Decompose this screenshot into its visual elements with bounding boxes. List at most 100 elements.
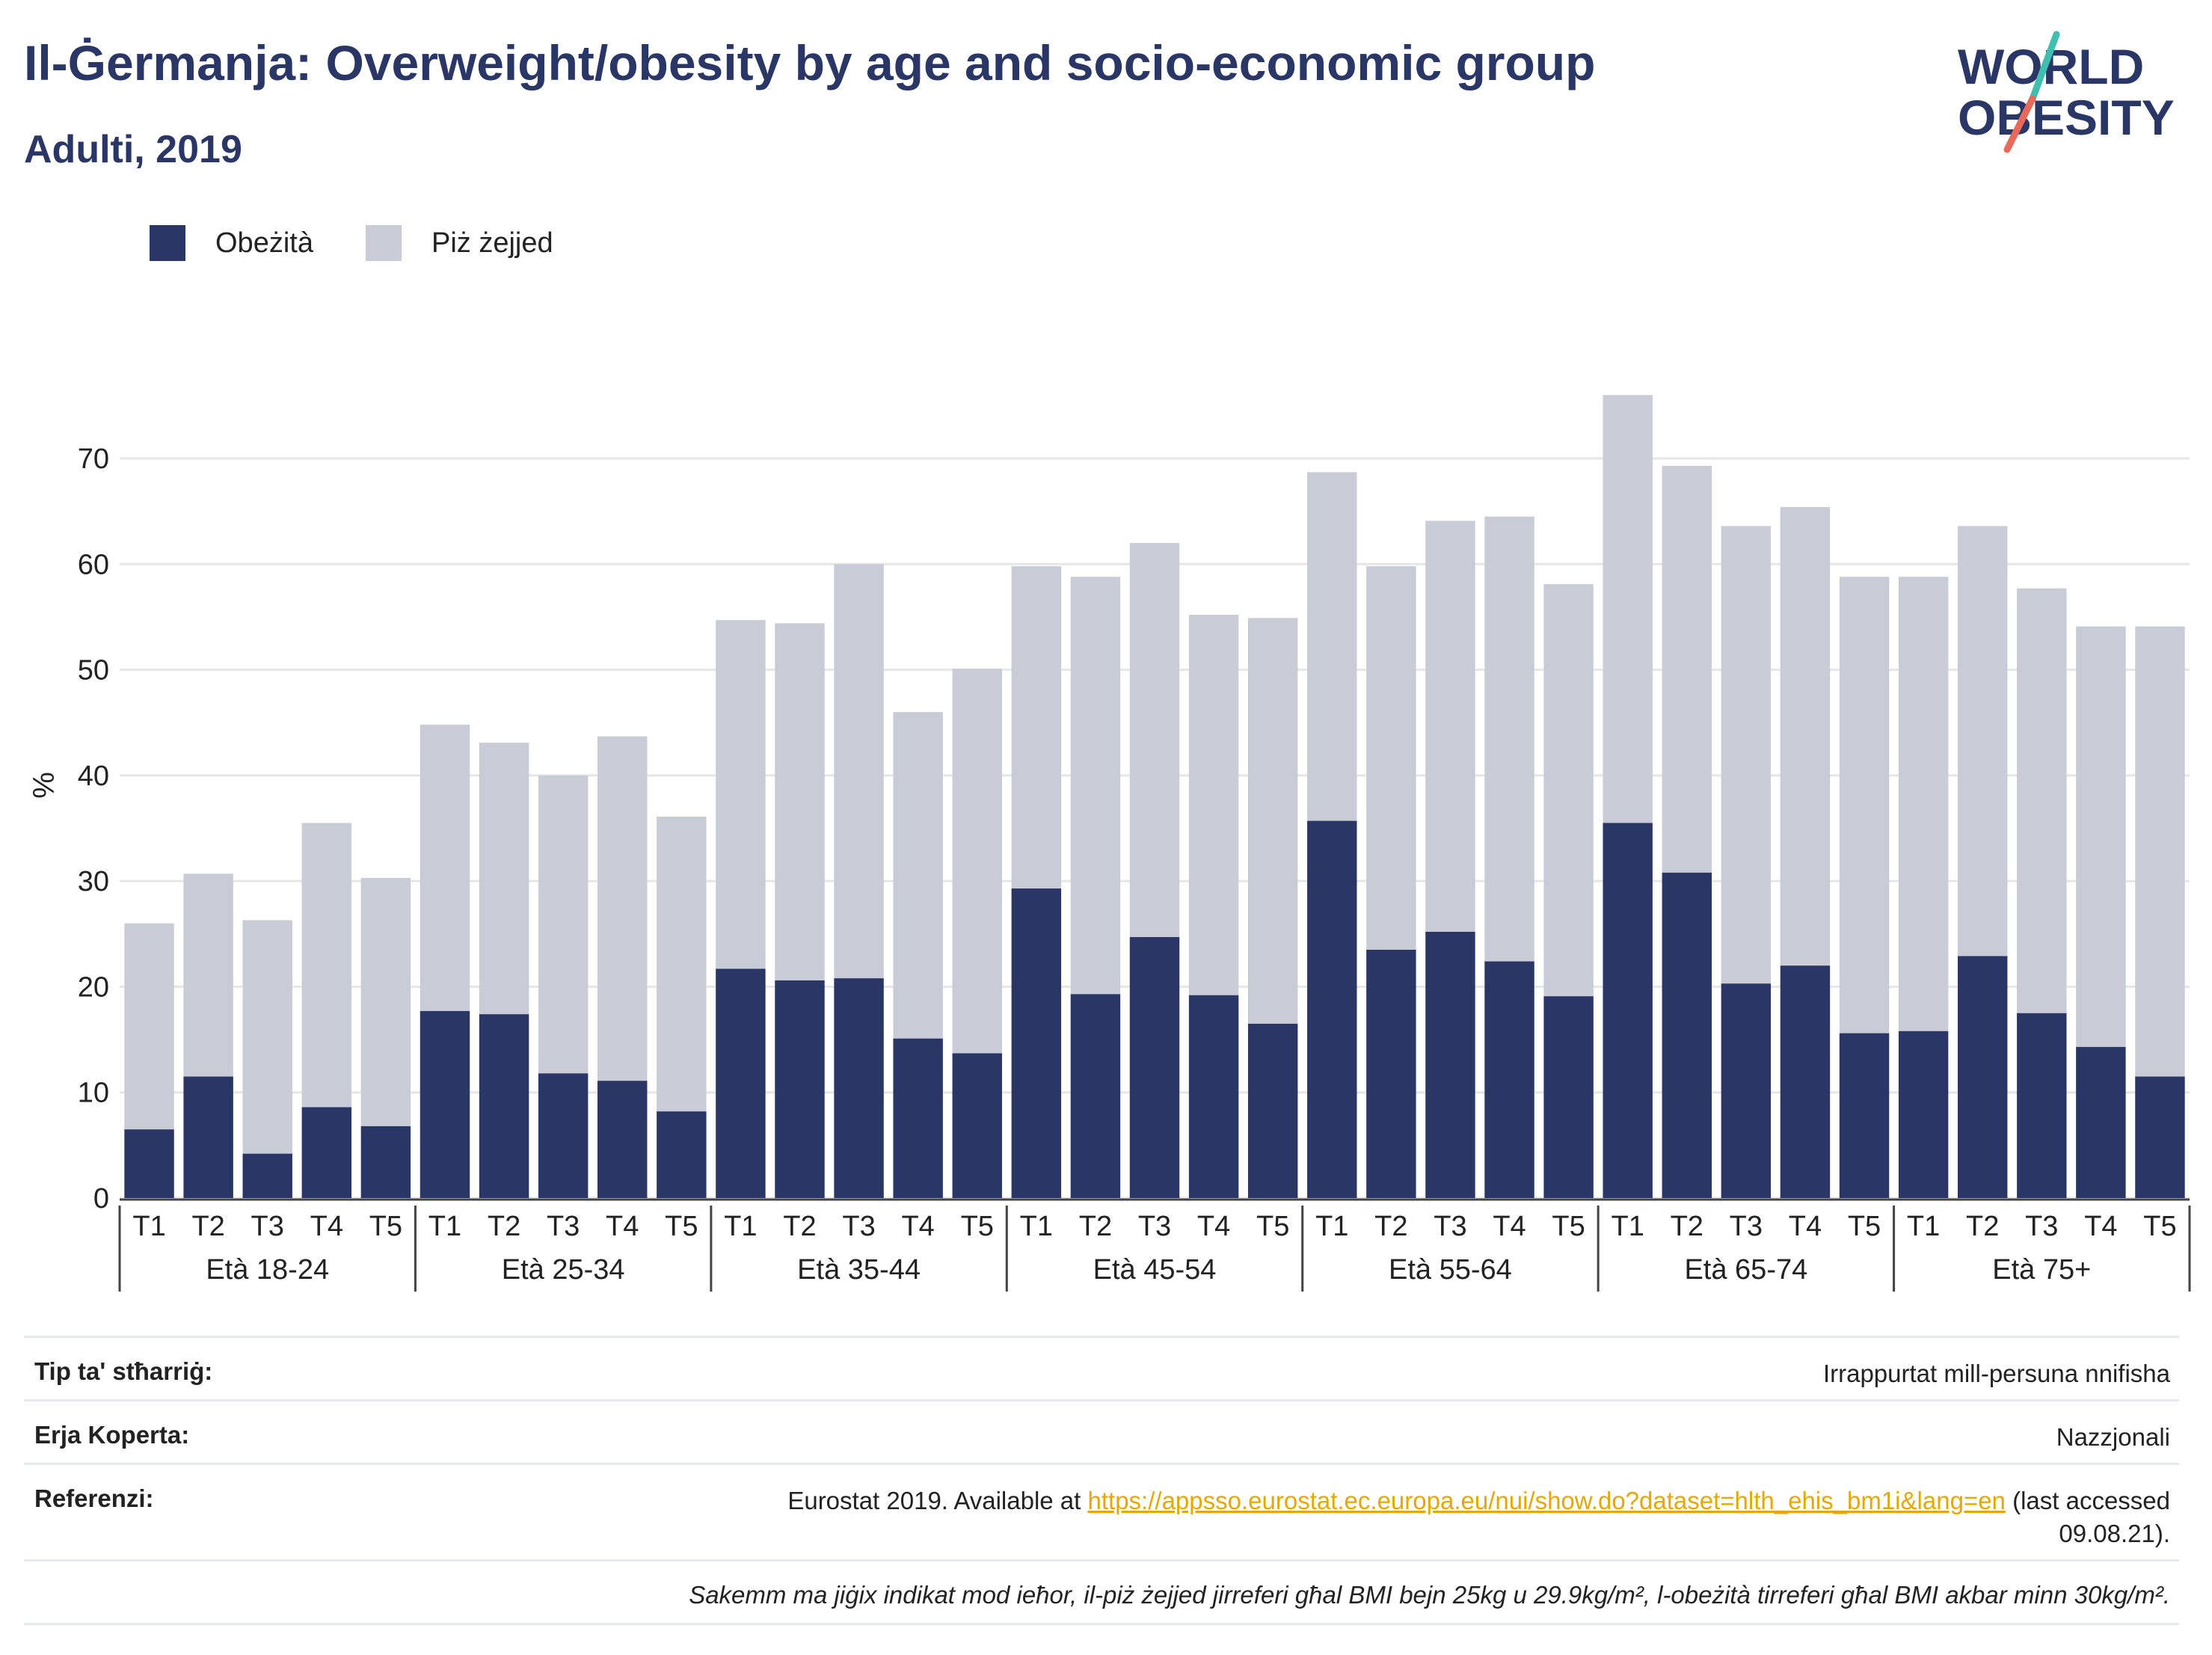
y-axis-title: % <box>28 772 61 799</box>
y-tick-label: 30 <box>78 866 109 897</box>
x-tick-label: T2 <box>1079 1211 1112 1242</box>
bar-overweight[interactable] <box>124 923 174 1130</box>
bar-obese[interactable] <box>1307 820 1357 1198</box>
y-tick-label: 0 <box>93 1183 109 1215</box>
bar-obese[interactable] <box>1662 872 1712 1198</box>
bar-overweight[interactable] <box>1129 543 1180 938</box>
bar-overweight[interactable] <box>1484 516 1534 962</box>
legend-swatch-overweight <box>365 225 402 261</box>
bar-obese[interactable] <box>1957 956 2008 1198</box>
bar-overweight[interactable] <box>952 669 1002 1054</box>
bar-obese[interactable] <box>1484 961 1534 1198</box>
bar-overweight[interactable] <box>1070 577 1121 995</box>
legend-swatch-obese <box>150 225 185 261</box>
bar-overweight[interactable] <box>2135 626 2185 1077</box>
x-tick-label: T2 <box>488 1211 520 1242</box>
bar-overweight[interactable] <box>1543 584 1594 997</box>
x-tick-label: T1 <box>1315 1211 1348 1242</box>
bar-obese[interactable] <box>834 978 884 1198</box>
legend-item-overweight[interactable]: Piż żejjed <box>365 225 553 261</box>
logo-line2: OBESITY <box>1958 90 2175 145</box>
bar-overweight[interactable] <box>1898 577 1949 1031</box>
x-tick-label: T2 <box>191 1211 224 1242</box>
bar-overweight[interactable] <box>1188 615 1239 995</box>
bar-obese[interactable] <box>1543 996 1594 1198</box>
x-tick-label: T1 <box>724 1211 757 1242</box>
bar-overweight[interactable] <box>1721 526 1772 984</box>
bar-obese[interactable] <box>2135 1076 2185 1198</box>
bar-overweight[interactable] <box>1957 526 2008 957</box>
bar-overweight[interactable] <box>597 736 648 1081</box>
x-tick-label: T3 <box>1138 1211 1171 1242</box>
bar-obese[interactable] <box>1839 1033 1890 1198</box>
bar-obese[interactable] <box>1188 995 1239 1198</box>
bar-obese[interactable] <box>1070 994 1121 1198</box>
x-tick-label: T4 <box>1789 1211 1822 1242</box>
bar-overweight[interactable] <box>1366 566 1416 950</box>
group-label: Età 35-44 <box>797 1254 921 1286</box>
bar-obese[interactable] <box>1011 888 1062 1198</box>
bar-obese[interactable] <box>1129 937 1180 1198</box>
info-row-survey-type: Tip ta' stħarriġ: Irrappurtat mill-persu… <box>24 1336 2179 1399</box>
bar-obese[interactable] <box>479 1014 529 1198</box>
bar-obese[interactable] <box>2076 1046 2126 1198</box>
bar-obese[interactable] <box>420 1010 470 1198</box>
bar-obese[interactable] <box>1425 931 1475 1198</box>
bar-overweight[interactable] <box>2076 626 2126 1047</box>
x-tick-label: T3 <box>1730 1211 1763 1242</box>
bar-obese[interactable] <box>301 1107 352 1198</box>
bar-obese[interactable] <box>2017 1013 2067 1198</box>
bar-obese[interactable] <box>183 1076 233 1198</box>
bar-overweight[interactable] <box>1247 618 1298 1024</box>
bar-overweight[interactable] <box>1662 465 1712 873</box>
bar-obese[interactable] <box>1366 949 1416 1198</box>
bar-obese[interactable] <box>242 1153 292 1198</box>
bar-obese[interactable] <box>360 1126 411 1198</box>
legend-item-obese[interactable]: Obeżità <box>150 225 313 261</box>
bar-overweight[interactable] <box>183 873 233 1077</box>
bar-obese[interactable] <box>597 1081 648 1198</box>
bar-overweight[interactable] <box>1603 395 1653 823</box>
x-tick-label: T5 <box>2143 1211 2176 1242</box>
x-tick-label: T4 <box>1493 1211 1526 1242</box>
legend-label-obese: Obeżità <box>215 227 313 259</box>
bar-overweight[interactable] <box>301 823 352 1108</box>
group-label: Età 55-64 <box>1389 1254 1512 1286</box>
bar-overweight[interactable] <box>1307 472 1357 821</box>
bar-overweight[interactable] <box>775 623 825 980</box>
bar-overweight[interactable] <box>716 620 766 969</box>
bar-overweight[interactable] <box>1425 521 1475 932</box>
bar-obese[interactable] <box>124 1129 174 1198</box>
bar-overweight[interactable] <box>834 564 884 979</box>
info-row-note: Sakemm ma jiġix indikat mod ieħor, il-pi… <box>24 1559 2179 1625</box>
reference-link[interactable]: https://appsso.eurostat.ec.europa.eu/nui… <box>1087 1487 2006 1514</box>
bar-overweight[interactable] <box>420 725 470 1011</box>
bar-obese[interactable] <box>893 1038 943 1198</box>
logo-slash-top <box>2029 31 2060 102</box>
bar-obese[interactable] <box>1603 823 1653 1198</box>
bar-obese[interactable] <box>1780 965 1831 1198</box>
bar-overweight[interactable] <box>657 816 707 1112</box>
bar-obese[interactable] <box>657 1111 707 1198</box>
bar-overweight[interactable] <box>2017 588 2067 1013</box>
bar-overweight[interactable] <box>242 920 292 1154</box>
group-label: Età 65-74 <box>1684 1254 1807 1286</box>
bar-overweight[interactable] <box>1011 566 1062 889</box>
bar-obese[interactable] <box>538 1073 589 1198</box>
bar-obese[interactable] <box>716 968 766 1198</box>
bar-overweight[interactable] <box>1839 577 1890 1034</box>
bar-obese[interactable] <box>775 980 825 1198</box>
bar-obese[interactable] <box>952 1053 1002 1198</box>
bar-overweight[interactable] <box>893 712 943 1039</box>
bar-overweight[interactable] <box>479 743 529 1015</box>
bar-obese[interactable] <box>1247 1023 1298 1198</box>
chart-title: Il-Ġermanja: Overweight/obesity by age a… <box>24 35 1596 90</box>
bar-overweight[interactable] <box>1780 507 1831 966</box>
x-tick-label: T5 <box>1848 1211 1881 1242</box>
bar-obese[interactable] <box>1898 1031 1949 1198</box>
bar-overweight[interactable] <box>538 775 589 1074</box>
group-label: Età 25-34 <box>502 1254 625 1286</box>
y-tick-label: 10 <box>78 1078 109 1109</box>
bar-obese[interactable] <box>1721 983 1772 1198</box>
bar-overweight[interactable] <box>360 877 411 1126</box>
